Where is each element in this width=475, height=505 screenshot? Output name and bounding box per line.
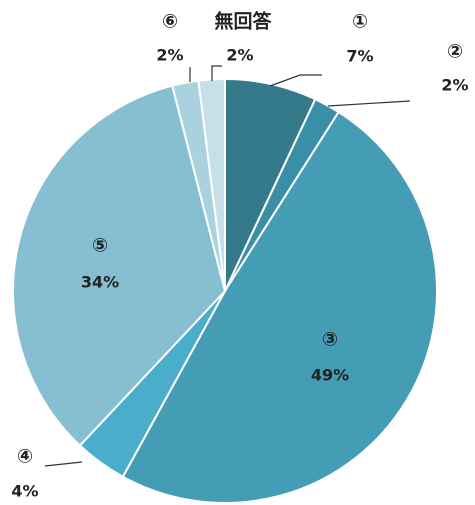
slice-value-label: 2% xyxy=(441,76,468,95)
slice-value-label: 4% xyxy=(11,482,38,501)
leader-line xyxy=(44,461,83,467)
pie-slice xyxy=(121,110,438,504)
slice-name: ④ xyxy=(17,446,33,468)
leader-line xyxy=(269,74,322,87)
leader-lines xyxy=(44,65,411,467)
slice-value-label: 7% xyxy=(346,47,373,66)
slice-name: ① xyxy=(352,11,368,33)
leader-line xyxy=(211,65,222,81)
slice-name: ③ xyxy=(322,329,338,351)
pie-slice xyxy=(12,84,227,447)
slice-value-label: 2% xyxy=(226,46,253,65)
slice-name: ② xyxy=(447,41,463,63)
slice-value-label: 34% xyxy=(81,273,119,292)
slice-name: ⑤ xyxy=(92,235,108,257)
slice-name: ⑥ xyxy=(162,11,178,33)
slice-name: 無回答 xyxy=(214,10,272,33)
slice-value-label: 49% xyxy=(311,366,349,385)
slice-value-label: 2% xyxy=(156,46,183,65)
pie xyxy=(12,77,438,504)
leader-line xyxy=(327,100,411,107)
